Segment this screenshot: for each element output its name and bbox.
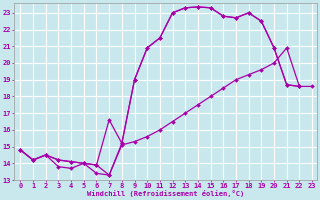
X-axis label: Windchill (Refroidissement éolien,°C): Windchill (Refroidissement éolien,°C): [87, 190, 244, 197]
